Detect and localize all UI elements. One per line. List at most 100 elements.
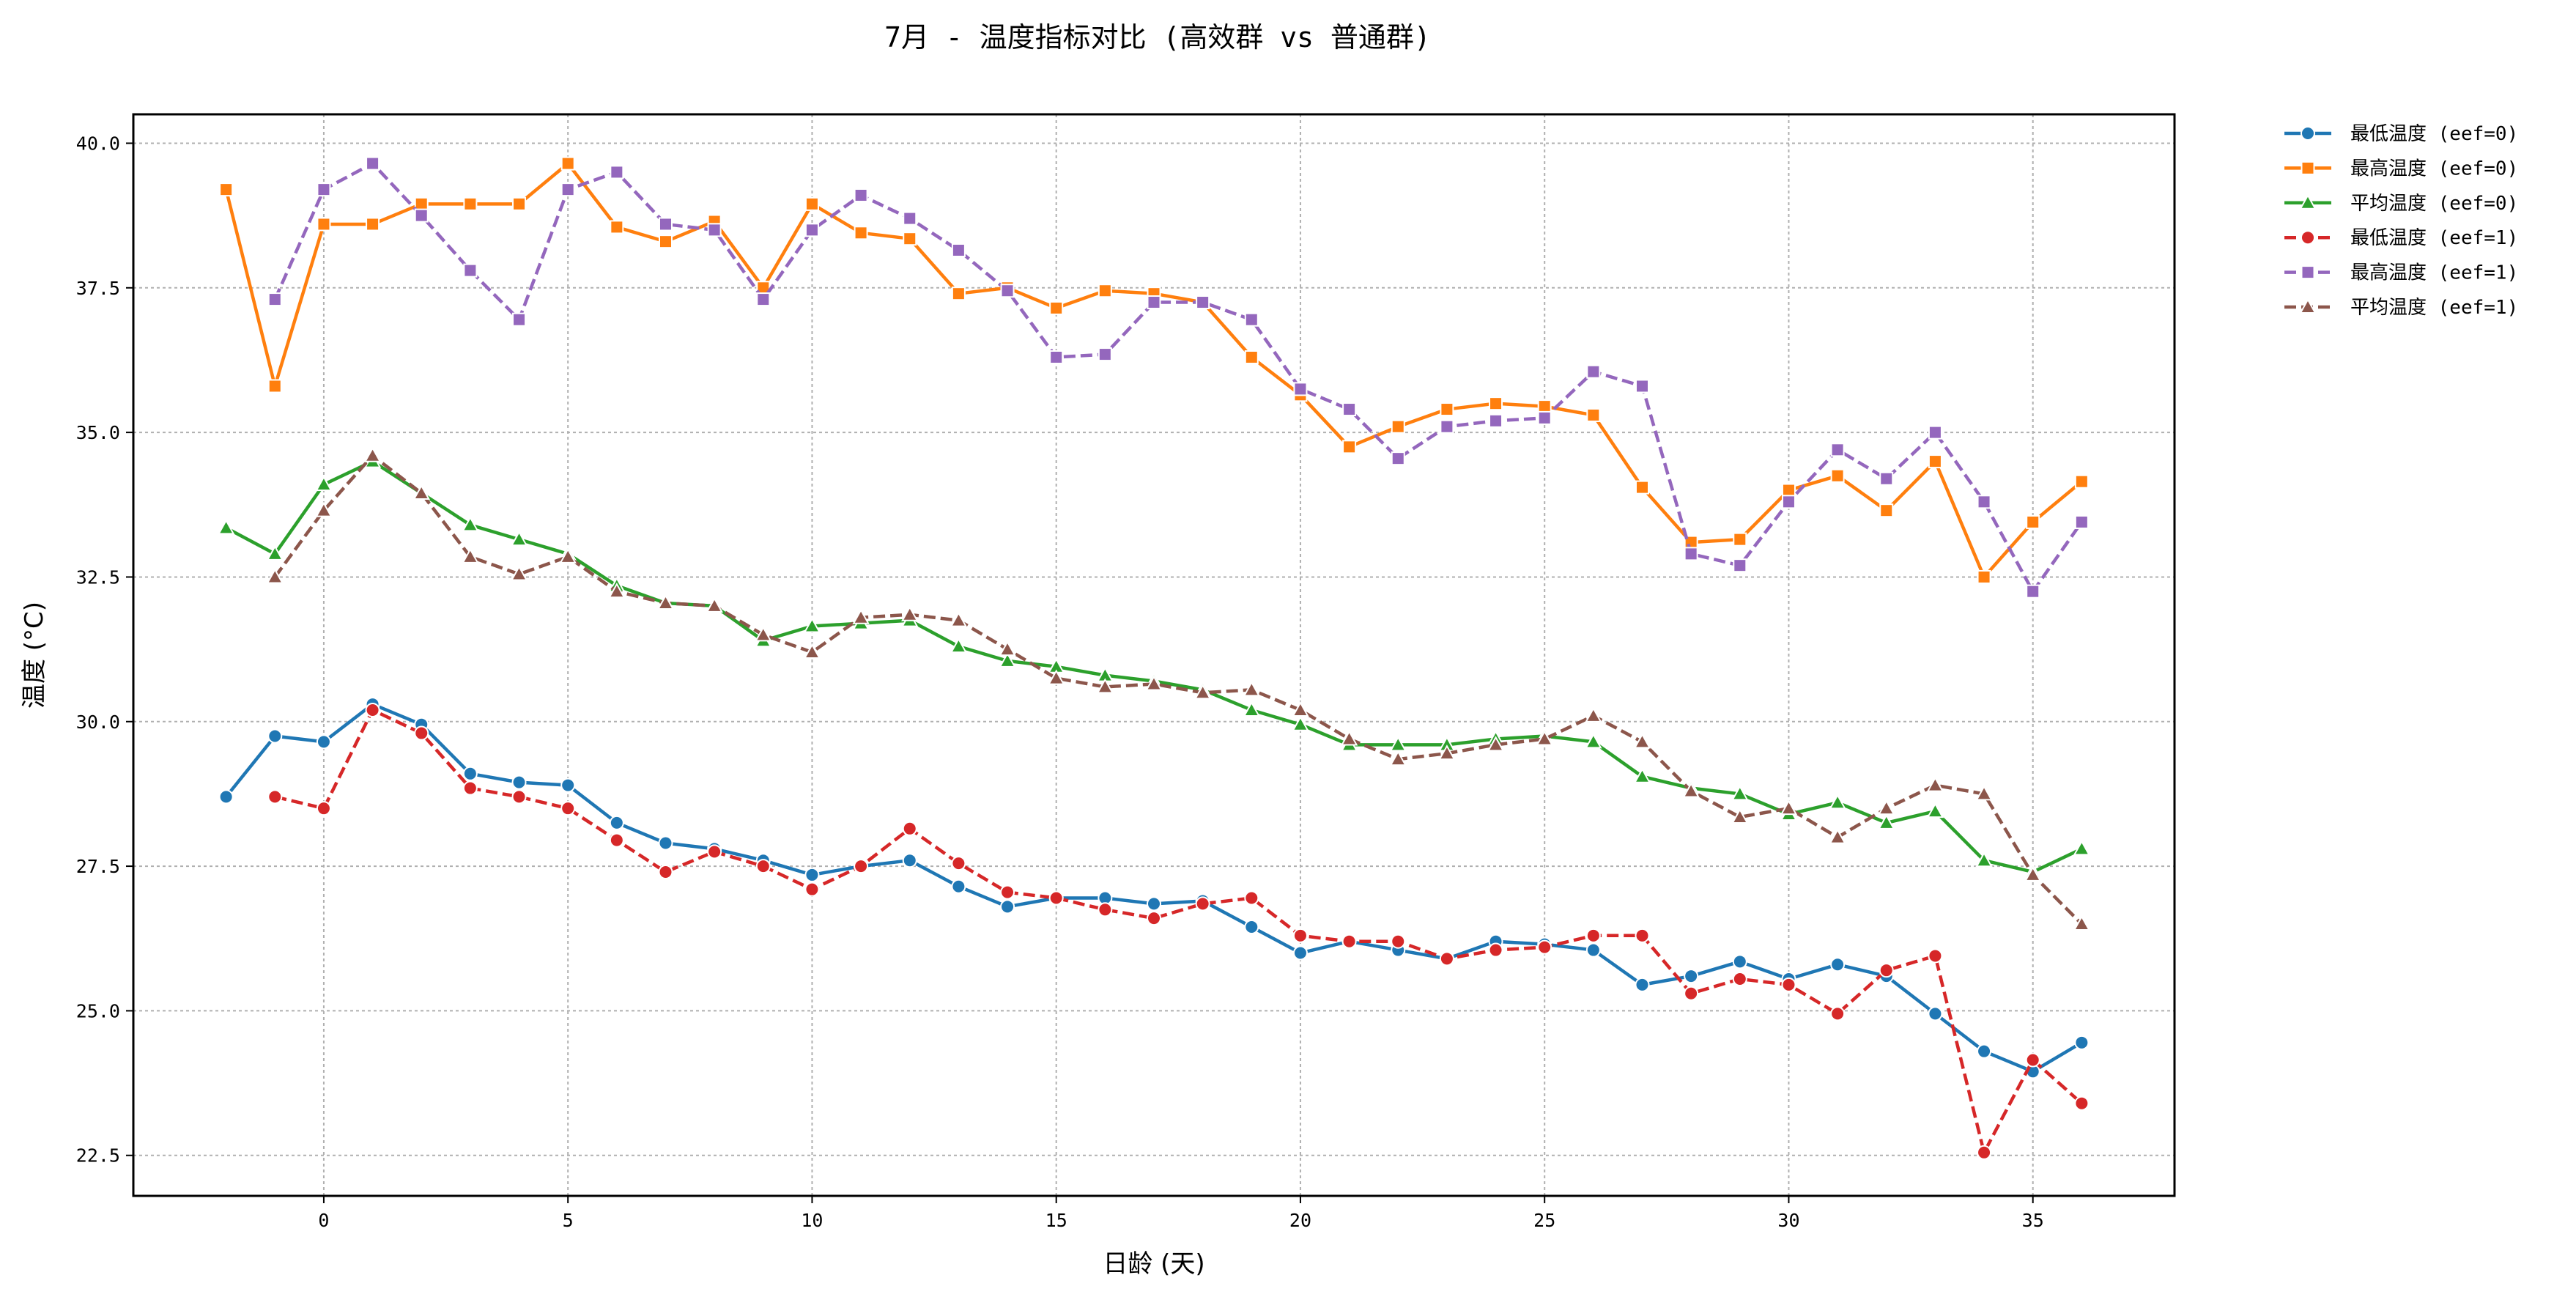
data-point xyxy=(903,211,917,226)
x-tick-label: 0 xyxy=(318,1210,329,1231)
data-point xyxy=(1829,828,1846,844)
data-point xyxy=(804,882,820,897)
x-tick-label: 25 xyxy=(1533,1210,1555,1231)
x-axis-label: 日龄 (天) xyxy=(1103,1249,1204,1279)
legend-marker xyxy=(2299,193,2317,210)
data-point xyxy=(463,263,478,278)
data-point xyxy=(2026,514,2040,529)
series-line xyxy=(225,459,2083,874)
data-point xyxy=(316,801,331,816)
data-point xyxy=(1731,808,1749,824)
data-point xyxy=(1147,896,1161,912)
data-point xyxy=(1585,733,1602,749)
data-point xyxy=(414,208,429,223)
data-point xyxy=(1879,471,1894,486)
data-point xyxy=(1292,715,1309,731)
data-point xyxy=(1928,454,1942,469)
data-point xyxy=(852,608,870,624)
data-point xyxy=(804,223,819,237)
data-point xyxy=(217,519,235,535)
data-point xyxy=(1829,794,1846,810)
data-point xyxy=(512,196,527,211)
series-line xyxy=(224,161,2083,579)
data-point xyxy=(511,775,527,790)
series-4 xyxy=(267,702,2090,1160)
data-point xyxy=(1586,364,1601,379)
data-point xyxy=(803,617,821,633)
data-point xyxy=(2074,514,2089,529)
x-tick-label: 10 xyxy=(801,1210,823,1231)
data-point xyxy=(414,196,429,211)
data-point xyxy=(2073,840,2091,856)
legend-label: 最高温度 (eef=1) xyxy=(2350,262,2518,284)
legend-label: 最高温度 (eef=0) xyxy=(2350,158,2518,180)
data-point xyxy=(1098,902,1113,917)
data-point xyxy=(1098,347,1112,362)
data-point xyxy=(658,864,673,879)
data-point xyxy=(1781,483,1796,498)
data-point xyxy=(1684,986,1699,1001)
data-point xyxy=(901,605,919,621)
data-point xyxy=(414,725,429,741)
legend-label: 平均温度 (eef=1) xyxy=(2350,297,2518,319)
data-point xyxy=(2073,914,2091,931)
data-point xyxy=(510,565,528,581)
data-point xyxy=(1096,678,1114,694)
data-point xyxy=(1781,495,1796,509)
data-point xyxy=(315,476,333,492)
data-point xyxy=(1391,419,1405,434)
data-point xyxy=(1488,942,1503,958)
y-tick-label: 22.5 xyxy=(76,1145,120,1167)
legend-entry: 最低温度 (eef=1) xyxy=(2284,227,2518,249)
data-point xyxy=(1926,776,1944,792)
data-point xyxy=(2026,584,2040,599)
data-point xyxy=(804,196,819,211)
data-point xyxy=(1830,957,1846,972)
data-point xyxy=(1489,413,1503,428)
data-point xyxy=(610,220,624,234)
data-point xyxy=(462,766,478,781)
data-point xyxy=(1537,399,1552,414)
legend-marker xyxy=(2301,160,2315,175)
x-tick-label: 15 xyxy=(1045,1210,1067,1231)
data-point xyxy=(1585,706,1602,723)
data-point xyxy=(1977,1043,1992,1059)
data-point xyxy=(267,789,283,805)
x-tick-label: 5 xyxy=(563,1210,574,1231)
data-point xyxy=(1585,942,1601,958)
data-point xyxy=(1733,558,1747,573)
data-point xyxy=(1830,1006,1846,1021)
legend-label: 平均温度 (eef=0) xyxy=(2350,193,2518,215)
data-point xyxy=(1340,730,1358,746)
data-point xyxy=(903,232,917,246)
data-point xyxy=(1440,402,1454,417)
legend-marker xyxy=(2299,298,2317,314)
data-point xyxy=(1830,443,1845,457)
data-point xyxy=(1000,884,1015,900)
data-point xyxy=(1585,928,1601,943)
data-point xyxy=(707,844,722,860)
data-point xyxy=(755,859,771,874)
data-point xyxy=(1878,813,1895,829)
data-point xyxy=(1342,402,1357,417)
legend-label: 最低温度 (eef=1) xyxy=(2350,227,2518,249)
data-point xyxy=(803,643,821,659)
data-point xyxy=(266,568,284,584)
data-point xyxy=(317,182,331,197)
data-point xyxy=(1635,977,1650,992)
x-tick-label: 30 xyxy=(1777,1210,1799,1231)
data-point xyxy=(1633,767,1651,783)
legend-marker xyxy=(2301,265,2315,280)
data-point xyxy=(951,287,966,301)
data-point xyxy=(1879,963,1894,978)
data-point xyxy=(511,789,527,805)
data-point xyxy=(1635,480,1650,495)
data-point xyxy=(706,596,723,613)
legend-marker xyxy=(2301,126,2315,141)
series-6 xyxy=(266,446,2091,931)
data-point xyxy=(2074,1035,2090,1050)
data-point xyxy=(267,292,282,307)
data-point xyxy=(1147,911,1161,926)
data-point xyxy=(1926,802,1944,819)
